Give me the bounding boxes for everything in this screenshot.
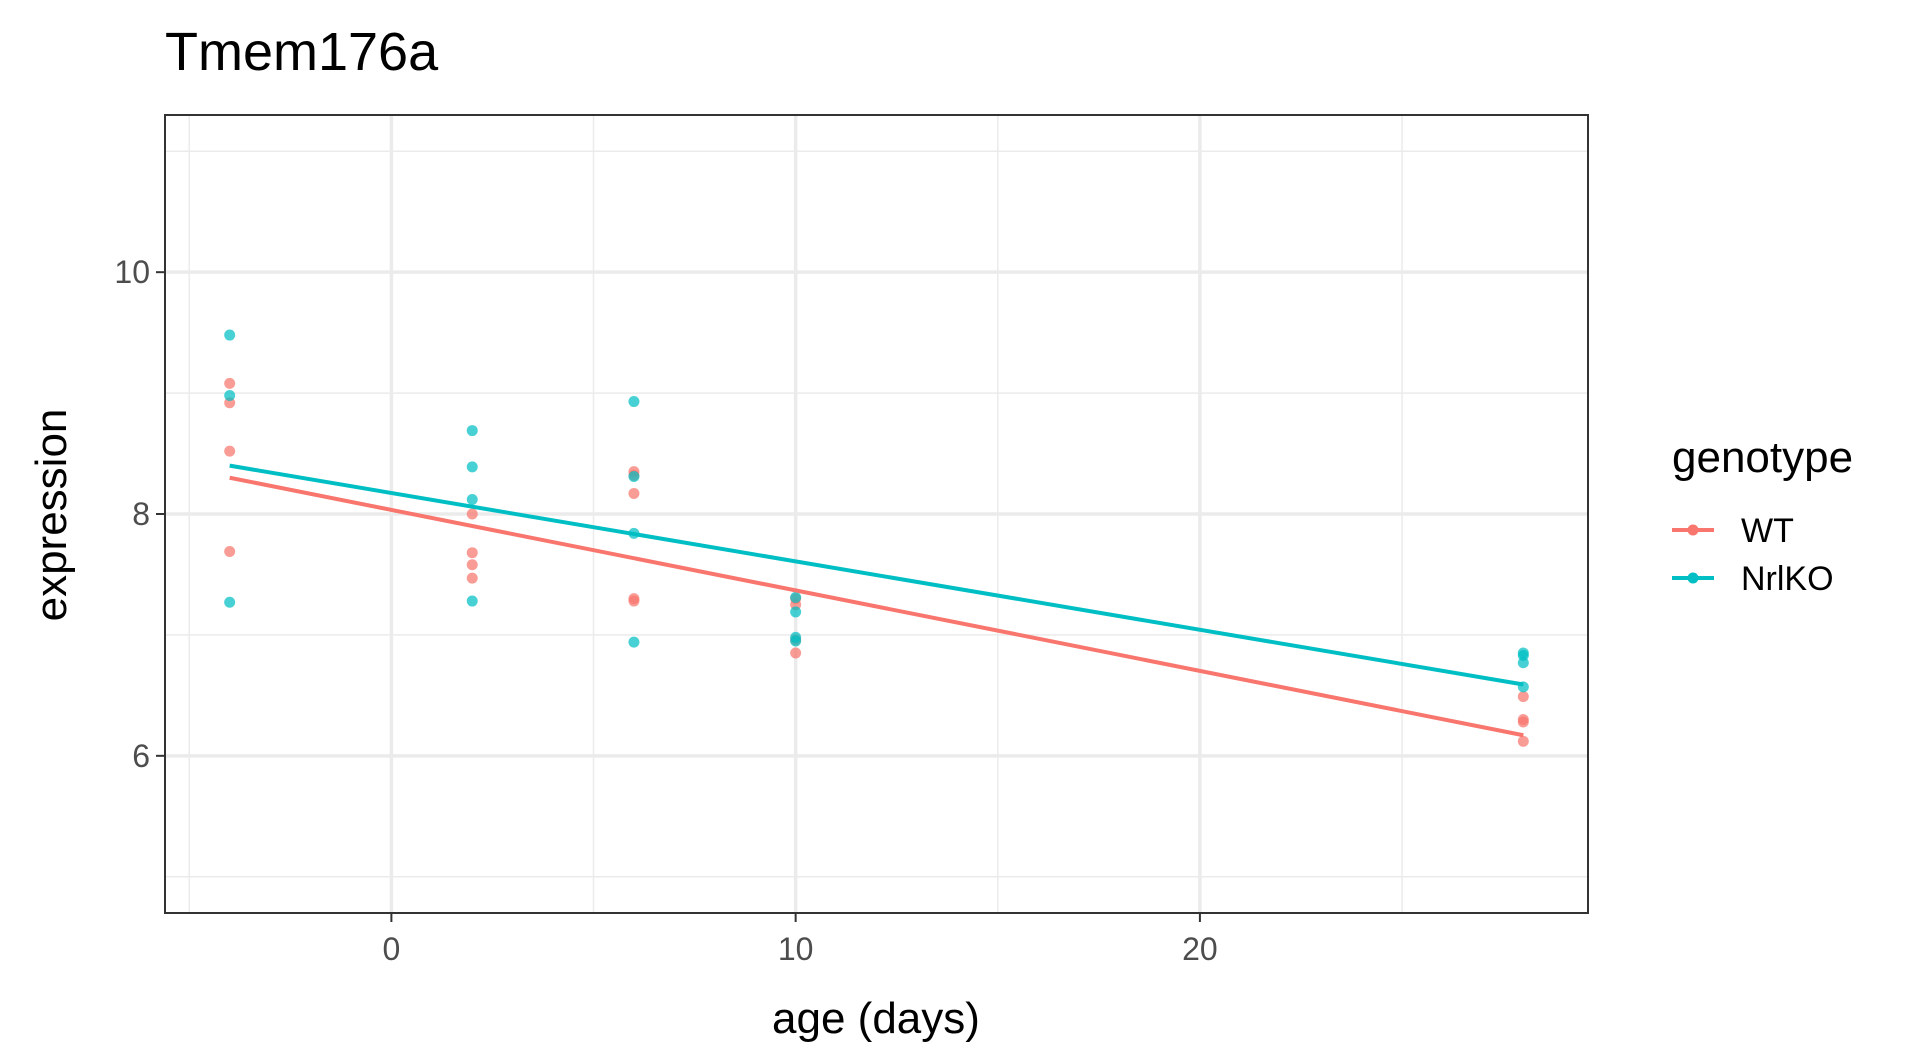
point-wt [466,559,478,571]
fit-line-wt [229,475,1524,738]
fit-line-nrlko [229,463,1524,687]
legend-title: genotype [1672,433,1853,482]
point-nrlko [790,606,802,618]
point-wt [224,445,236,457]
legend: genotype WT NrlKO [1672,433,1853,598]
point-nrlko [466,493,478,505]
point-nrlko [790,591,802,603]
x-tick-label: 20 [1182,931,1218,967]
data-points [224,329,1529,747]
major-gridlines [165,115,1588,913]
chart-title: Tmem176a [165,22,439,82]
point-nrlko [466,425,478,437]
y-tick-label: 8 [132,496,150,532]
point-wt [466,508,478,520]
point-nrlko [790,635,802,647]
point-wt [466,572,478,584]
point-wt [224,377,236,389]
x-tick-label: 0 [382,931,400,967]
point-wt [224,545,236,557]
point-wt [1517,716,1529,728]
legend-key-point-nrlko [1687,572,1699,584]
point-nrlko [466,595,478,607]
legend-item-wt: WT [1672,512,1794,550]
point-wt [466,547,478,559]
y-axis-title: expression [27,409,76,622]
point-nrlko [224,329,236,341]
plot-panel [164,114,1589,914]
legend-item-nrlko: NrlKO [1672,560,1834,598]
legend-label-wt: WT [1741,512,1794,550]
point-nrlko [628,471,640,483]
fit-lines [229,463,1524,738]
point-wt [790,647,802,659]
point-wt [1517,691,1529,703]
point-wt [628,595,640,607]
legend-label-nrlko: NrlKO [1741,560,1834,598]
point-nrlko [628,636,640,648]
point-nrlko [628,396,640,408]
x-axis-title: age (days) [772,994,980,1043]
y-tick-label: 6 [132,738,150,774]
point-wt [628,487,640,499]
legend-key-point-wt [1687,524,1699,536]
point-nrlko [224,390,236,402]
point-nrlko [224,596,236,608]
x-tick-label: 10 [778,931,814,967]
point-wt [1517,735,1529,747]
y-tick-label: 10 [114,254,150,290]
y-axis: 6 8 10 [114,254,165,774]
point-nrlko [466,461,478,473]
x-axis: 0 10 20 [382,913,1218,967]
point-nrlko [1517,657,1529,669]
